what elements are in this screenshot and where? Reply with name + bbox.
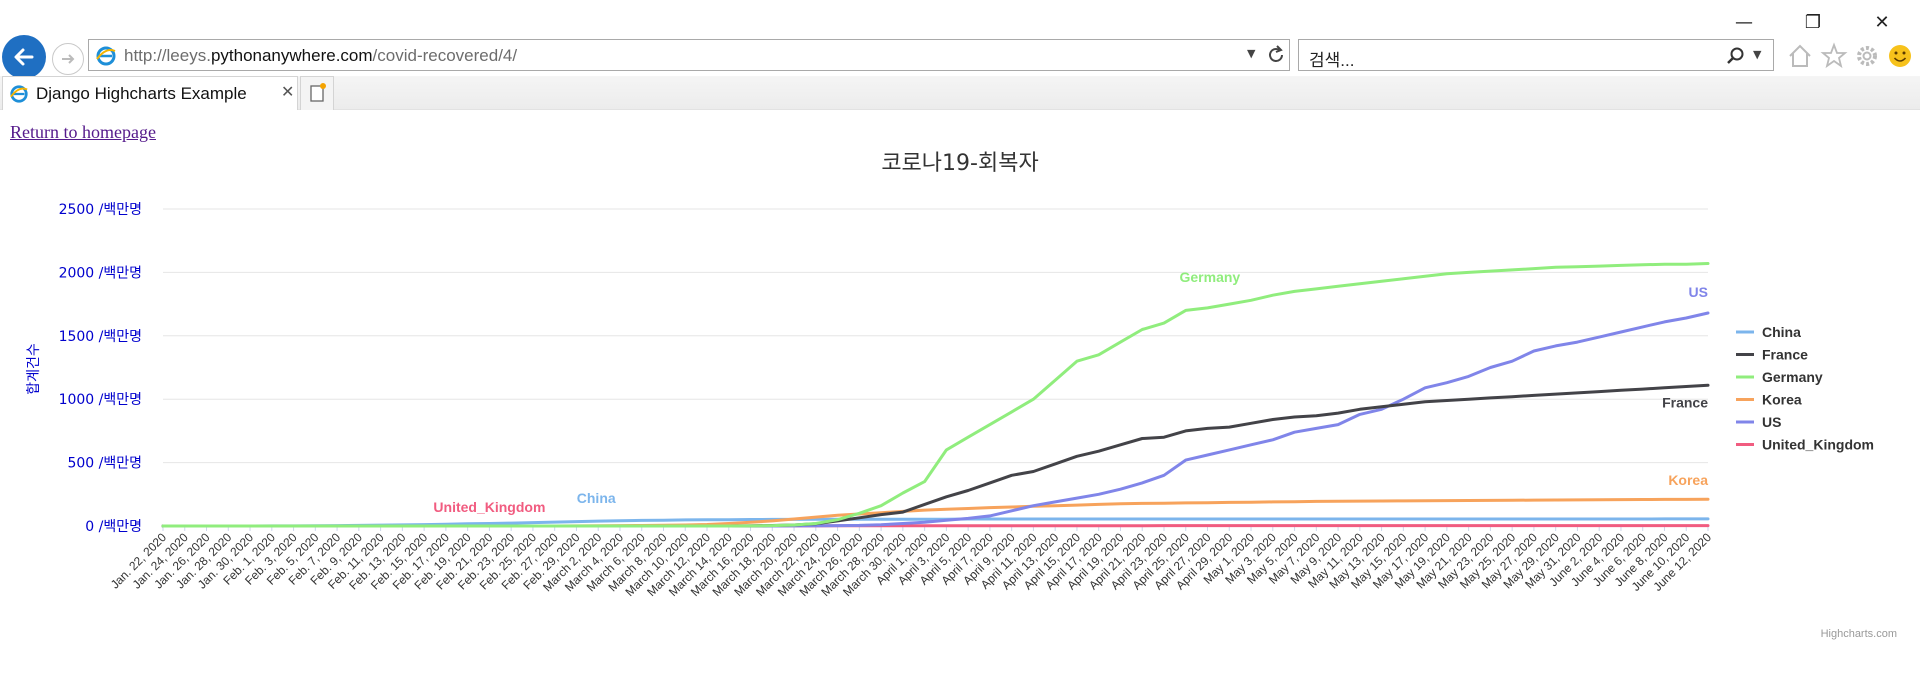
legend-label: France (1762, 347, 1808, 363)
legend-label: US (1762, 414, 1781, 430)
return-home-link[interactable]: Return to homepage (10, 122, 156, 142)
legend-label: Korea (1762, 392, 1802, 408)
search-input[interactable]: 검색... (1309, 51, 1355, 70)
series-label-china: China (577, 490, 616, 506)
chart-title: 코로나19-회복자 (881, 151, 1038, 176)
new-tab-icon (310, 83, 326, 102)
minimize-icon[interactable]: — (1735, 11, 1753, 33)
search-box[interactable]: 검색... ▼ (1298, 39, 1774, 71)
series-line-germany[interactable] (161, 262, 1710, 528)
home-icon[interactable] (1786, 42, 1814, 70)
line-chart: 코로나19-회복자 0 /백만명 500 /백만명 1000 /백만명 1500 /백… (26, 151, 1897, 640)
legend-label: United_Kingdom (1762, 437, 1874, 453)
forward-button[interactable] (52, 43, 84, 75)
url-text: http://leeys.pythonanywhere.com/covid-re… (124, 46, 518, 65)
chevron-down-icon[interactable]: ▼ (1753, 48, 1762, 61)
tab-strip: Django Highcharts Example ✕ (0, 76, 1920, 110)
refresh-icon[interactable] (1265, 44, 1287, 66)
series-label-france: France (1662, 394, 1708, 410)
y-tick-label: 2500 /백만명 (59, 202, 142, 218)
legend-label: China (1762, 324, 1801, 340)
chevron-down-icon[interactable]: ▼ (1247, 47, 1256, 60)
close-window-icon[interactable]: ✕ (1874, 11, 1890, 33)
y-axis: 0 /백만명 500 /백만명 1000 /백만명 1500 /백만명 2000 /백만… (59, 202, 142, 535)
gear-icon[interactable] (1853, 42, 1881, 70)
legend-label: Germany (1762, 369, 1823, 385)
y-tick-label: 1000 /백만명 (59, 392, 142, 408)
tab-active[interactable]: Django Highcharts Example ✕ (2, 76, 298, 110)
grid-lines (163, 208, 1708, 527)
y-tick-label: 0 /백만명 (85, 519, 142, 535)
legend-item-korea[interactable]: Korea (1736, 392, 1802, 408)
series-label-korea: Korea (1668, 472, 1708, 488)
restore-icon[interactable]: ❐ (1804, 11, 1822, 33)
series-lines (161, 262, 1710, 528)
smiley-icon[interactable] (1886, 42, 1914, 70)
new-tab-button[interactable] (300, 76, 334, 110)
legend-item-us[interactable]: US (1736, 414, 1781, 430)
y-tick-label: 500 /백만명 (67, 456, 142, 472)
legend-item-germany[interactable]: Germany (1736, 369, 1823, 385)
legend-item-china[interactable]: China (1736, 324, 1801, 340)
series-labels: China France Germany Korea US United_Kingdom (433, 269, 1708, 515)
legend: China France Germany Korea US United_Kingdom (1736, 324, 1874, 453)
back-button[interactable] (2, 35, 46, 79)
star-icon[interactable] (1820, 42, 1848, 70)
y-tick-label: 2000 /백만명 (59, 265, 142, 281)
series-label-us: US (1689, 284, 1708, 300)
series-line-us[interactable] (161, 311, 1710, 528)
address-bar[interactable]: http://leeys.pythonanywhere.com/covid-re… (88, 39, 1290, 71)
highcharts-credits[interactable]: Highcharts.com (1821, 628, 1897, 640)
ie-icon (10, 85, 28, 103)
arrow-left-icon (14, 48, 34, 66)
close-icon[interactable]: ✕ (281, 82, 295, 101)
search-icon[interactable] (1725, 46, 1745, 66)
legend-item-united_kingdom[interactable]: United_Kingdom (1736, 437, 1874, 453)
ie-icon (96, 46, 116, 66)
series-label-united_kingdom: United_Kingdom (433, 499, 545, 515)
arrow-right-icon (62, 54, 75, 64)
tab-title: Django Highcharts Example (36, 84, 247, 103)
y-axis-title: 합계건수 (26, 343, 42, 395)
legend-item-france[interactable]: France (1736, 347, 1808, 363)
series-label-germany: Germany (1180, 269, 1241, 285)
y-tick-label: 1500 /백만명 (59, 329, 142, 345)
browser-chrome: — ❐ ✕ http://leeys.pythonanywhere.com/co… (0, 0, 1920, 110)
series-line-france[interactable] (161, 383, 1710, 528)
